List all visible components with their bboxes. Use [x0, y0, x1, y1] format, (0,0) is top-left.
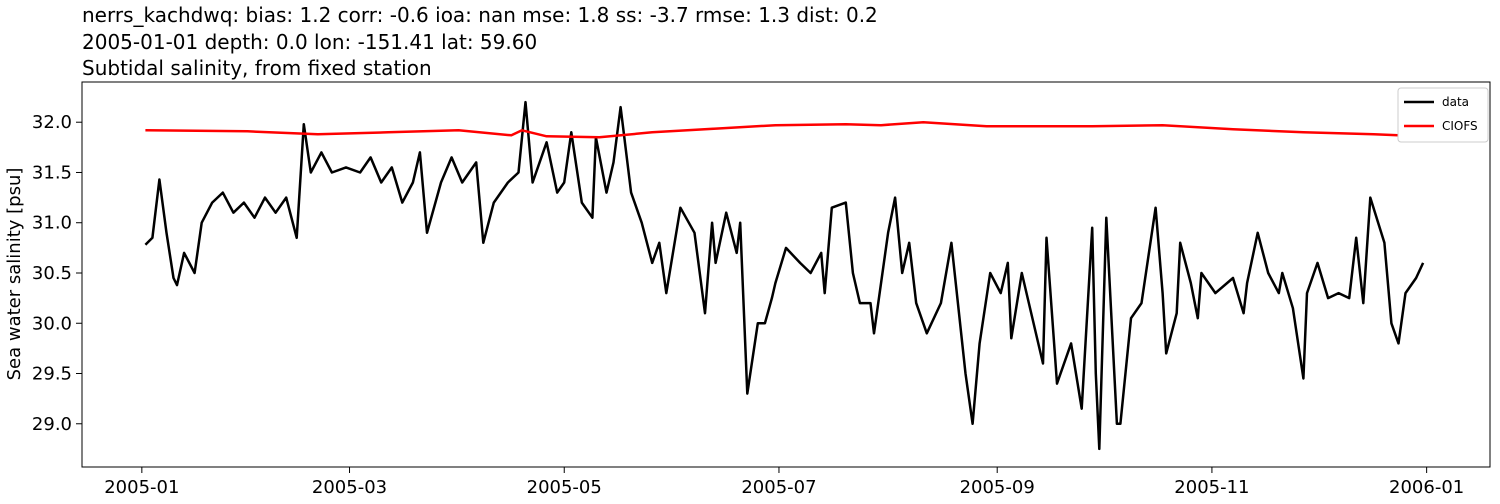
y-tick-label: 30.0: [32, 313, 72, 334]
x-tick-label: 2005-05: [527, 477, 602, 498]
y-axis-label: Sea water salinity [psu]: [4, 168, 25, 381]
x-tick-label: 2005-03: [312, 477, 387, 498]
x-tick-label: 2005-11: [1174, 477, 1249, 498]
x-tick-label: 2005-09: [960, 477, 1035, 498]
y-tick-label: 31.0: [32, 213, 72, 234]
y-tick-label: 32.0: [32, 112, 72, 133]
data-line: [145, 120, 1424, 139]
x-tick-label: 2005-07: [741, 477, 816, 498]
chart-subtitle: 2005-01-01 depth: 0.0 lon: -151.41 lat: …: [82, 30, 537, 54]
y-tick-label: 29.5: [32, 364, 72, 385]
chart-subtitle: Subtidal salinity, from fixed station: [82, 56, 432, 80]
chart-title: nerrs_kachdwq: bias: 1.2 corr: -0.6 ioa:…: [82, 3, 878, 27]
data-line: [144, 100, 1425, 451]
y-tick-label: 29.0: [32, 414, 72, 435]
x-tick-label: 2006-01: [1389, 477, 1464, 498]
plot-frame: [81, 81, 1491, 468]
legend-label: data: [1442, 95, 1469, 109]
y-tick-label: 31.5: [32, 162, 72, 183]
x-tick-label: 2005-01: [104, 477, 179, 498]
legend-label: CIOFS: [1442, 119, 1478, 133]
y-tick-label: 30.5: [32, 263, 72, 284]
